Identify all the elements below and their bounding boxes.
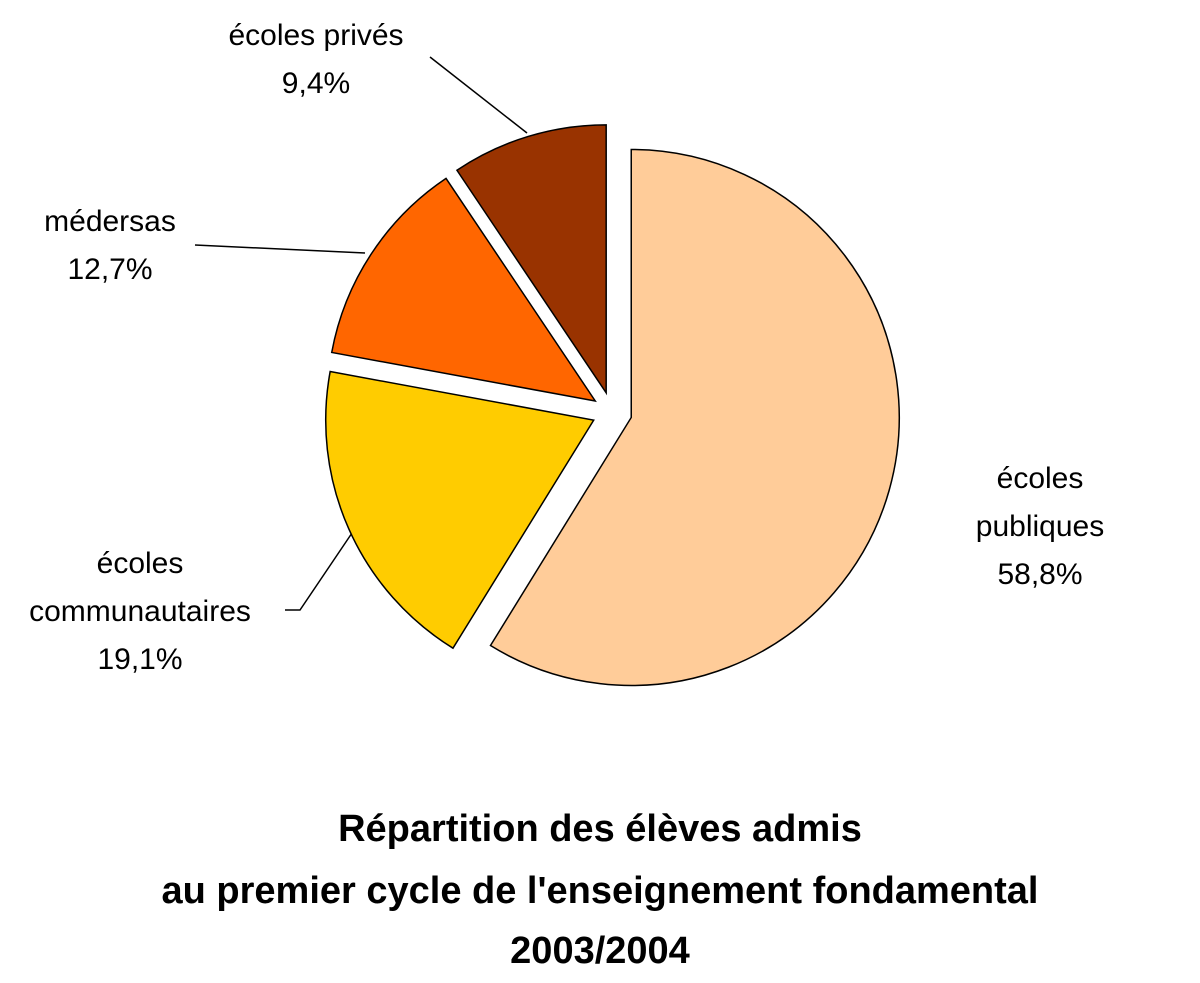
category-label: écoles publiques <box>975 462 1105 543</box>
leader-line <box>285 532 353 611</box>
slice-label: médersas 12,7% <box>44 198 176 294</box>
category-label: écoles communautaires <box>29 547 251 628</box>
slice-label: écoles privés 9,4% <box>228 12 403 108</box>
pie-slice <box>325 370 595 650</box>
leader-line <box>194 244 366 254</box>
pie-slice <box>330 177 597 403</box>
leader-line <box>429 56 528 134</box>
category-label: écoles privés <box>228 19 404 52</box>
chart-title: Répartition des élèves admis <box>338 808 862 850</box>
value-label: 58,8% <box>997 558 1083 591</box>
pie-slice <box>455 124 607 396</box>
category-label: médersas <box>44 205 176 238</box>
value-label: 12,7% <box>67 253 153 286</box>
slice-label: écoles publiques 58,8% <box>960 455 1120 599</box>
chart-title: 2003/2004 <box>510 930 690 972</box>
slice-label: écoles communautaires 19,1% <box>0 540 285 684</box>
chart-title: au premier cycle de l'enseignement fonda… <box>161 870 1039 912</box>
value-label: 19,1% <box>97 643 183 676</box>
pie-slice <box>489 148 900 687</box>
value-label: 9,4% <box>281 67 351 100</box>
